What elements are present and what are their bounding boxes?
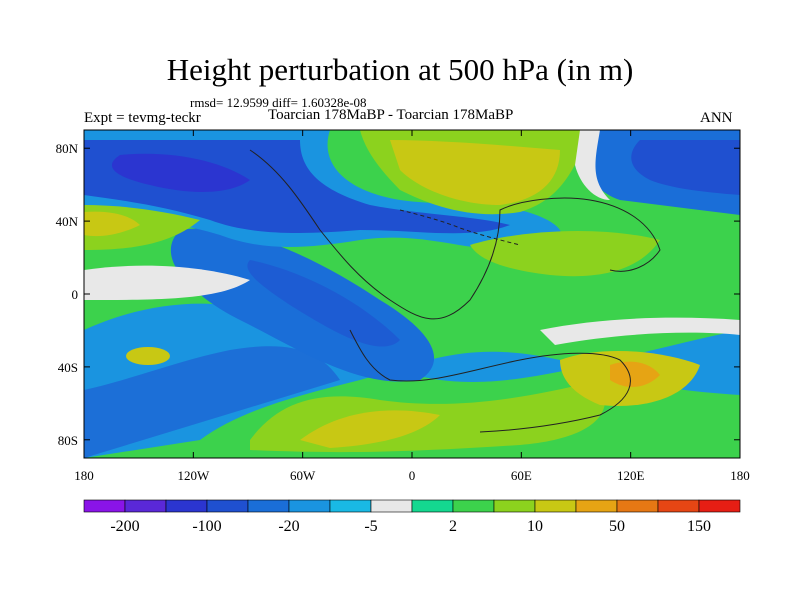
colorbar-swatch — [329, 499, 372, 513]
region-arctic-core — [390, 140, 560, 205]
colorbar-swatch — [247, 499, 290, 513]
region-small-positive — [126, 347, 170, 365]
plot-title: Height perturbation at 500 hPa (in m) — [166, 52, 634, 87]
x-tick-label: 120W — [177, 468, 210, 483]
region-southern-core — [300, 410, 440, 448]
y-tick-label: 80N — [56, 141, 79, 156]
y-tick-label: 0 — [72, 287, 79, 302]
colorbar-swatch — [493, 499, 536, 513]
colorbar-label: -5 — [364, 518, 377, 535]
colorbar-swatch — [288, 499, 331, 513]
region-south-pacific-core — [247, 260, 400, 347]
colorbar-label: 2 — [449, 518, 457, 535]
experiment-label: Expt = tevmg-teckr — [84, 110, 201, 126]
coastline-tethys — [399, 209, 521, 246]
stats-label: rmsd= 12.9599 diff= 1.60328e-08 — [190, 95, 367, 110]
colorbar-label: -20 — [278, 518, 299, 535]
region-indian-core — [610, 361, 660, 387]
season-label: ANN — [700, 110, 733, 126]
y-tick-label: 40S — [58, 360, 78, 375]
x-tick-label: 60E — [511, 468, 532, 483]
region-southern-deep — [84, 346, 340, 458]
x-tick-label: 180 — [74, 468, 94, 483]
y-tick-label: 40N — [56, 214, 79, 229]
colorbar-swatch — [370, 499, 413, 513]
subtitle-label: Toarcian 178MaBP - Toarcian 178MaBP — [268, 107, 514, 123]
colorbar-swatch — [616, 499, 659, 513]
colorbar-label: 150 — [687, 518, 711, 535]
colorbar-swatch — [698, 499, 741, 513]
axis-ticks — [83, 130, 741, 458]
region-tethys-positive — [470, 230, 660, 277]
x-tick-label: 0 — [409, 468, 416, 483]
x-tick-label: 60W — [290, 468, 316, 483]
axis-labels: 180 120W 60W 0 60E 120E 180 80N 40N 0 40S 80S — [56, 141, 750, 483]
coastline-south — [349, 329, 631, 433]
region-northeast-core — [631, 140, 740, 195]
colorbar: -200 -100 -20 -5 2 10 50 150 — [83, 499, 741, 535]
region-north-deepest — [111, 153, 250, 192]
field-layer — [84, 130, 740, 458]
colorbar-label: -100 — [192, 518, 221, 535]
region-neutral-north — [575, 130, 610, 200]
colorbar-swatch — [657, 499, 700, 513]
colorbar-swatch — [411, 499, 454, 513]
region-neutral-south — [540, 317, 740, 345]
x-tick-label: 180 — [730, 468, 750, 483]
colorbar-swatch — [206, 499, 249, 513]
colorbar-label: 10 — [527, 518, 543, 535]
colorbar-label: -200 — [110, 518, 139, 535]
region-southern-negative — [84, 303, 740, 458]
colorbar-swatch — [452, 499, 495, 513]
y-tick-label: 80S — [58, 433, 78, 448]
colorbar-swatch — [165, 499, 208, 513]
region-neutral-west — [84, 265, 250, 300]
colorbar-swatch — [83, 499, 126, 513]
colorbar-label: 50 — [609, 518, 625, 535]
colorbar-swatch — [124, 499, 167, 513]
colorbar-swatch — [575, 499, 618, 513]
coastline-north — [249, 149, 661, 320]
colorbar-swatch — [534, 499, 577, 513]
region-west-core — [84, 211, 140, 237]
x-tick-label: 120E — [617, 468, 645, 483]
